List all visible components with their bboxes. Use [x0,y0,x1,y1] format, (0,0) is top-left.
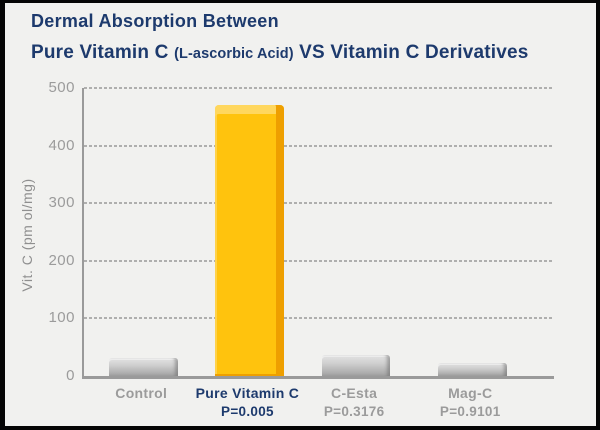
bar-c-esta [321,355,391,376]
gridline-400 [84,144,554,147]
gridline-200 [84,259,554,262]
y-tick-500: 500 [48,79,75,97]
title-l-ascorbic-acid: (L-ascorbic Acid) [174,45,294,62]
gridline-100 [84,317,554,320]
y-tick-200: 200 [48,251,75,269]
chart-title-line2: Pure Vitamin C (L-ascorbic Acid) VS Vita… [31,42,588,65]
x-label-control: Control [115,384,167,403]
category-name: Pure Vitamin C [195,385,300,401]
p-value: P=0.9101 [439,403,501,419]
y-tick-300: 300 [48,194,75,212]
p-value: P=0.005 [221,403,274,419]
bar-pure-vitamin-c [215,105,284,376]
y-tick-0: 0 [66,367,75,385]
p-value: P=0.3176 [323,403,385,419]
gridline-500 [84,87,554,89]
y-tick-100: 100 [48,309,75,327]
y-tick-400: 400 [48,136,75,154]
gridline-300 [84,202,554,205]
plot-area [82,87,554,379]
category-name: C-Esta [331,385,378,401]
category-name: Mag-C [448,385,493,401]
chart-title: Dermal Absorption Between Pure Vitamin C… [31,9,588,64]
x-label-pure-vitamin-c: Pure Vitamin C P=0.005 [196,384,300,421]
title-pure-vitamin-c: Pure Vitamin C [31,41,175,63]
y-axis-ticks: 0 100 200 300 400 500 [5,79,75,384]
chart-title-line1: Dermal Absorption Between [31,11,279,31]
x-label-c-esta: C-Esta P=0.3176 [324,384,385,421]
title-vs-derivatives: VS Vitamin C Derivatives [293,41,529,63]
category-name: Control [115,385,168,401]
x-label-mag-c: Mag-C P=0.9101 [440,384,501,421]
bar-control [108,358,178,376]
bar-mag-c [437,363,507,376]
